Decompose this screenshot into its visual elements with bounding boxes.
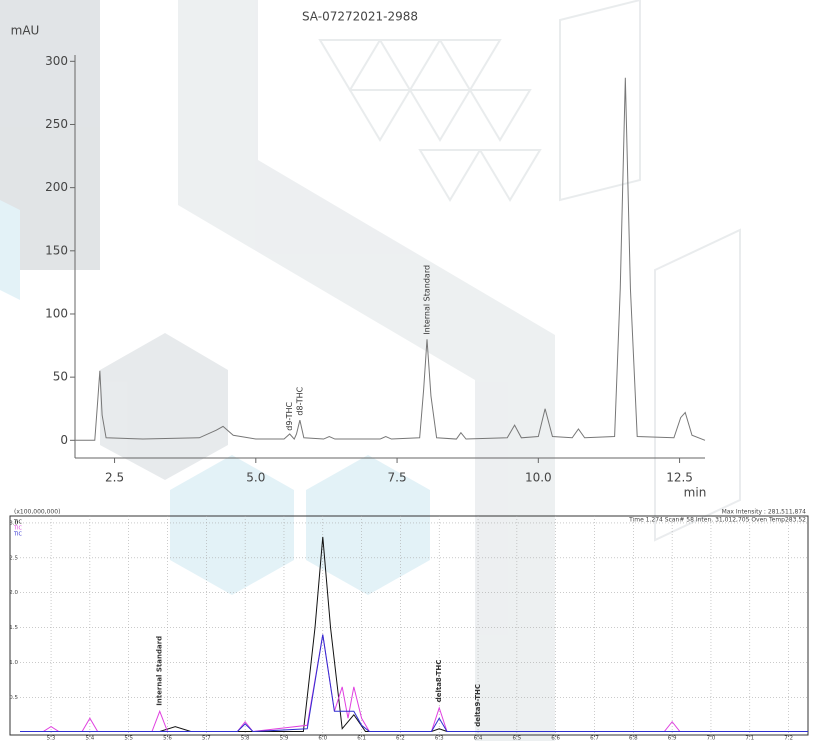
- x-tick-label: 6.8: [629, 736, 638, 741]
- x-tick-label: 5.7: [202, 736, 211, 741]
- y-tick-label: 2.5: [9, 555, 18, 561]
- peak-label: Internal Standard: [156, 636, 164, 706]
- max-intensity: Max Intensity : 281,511,874: [722, 509, 807, 516]
- x-tick-label: 5.4: [85, 736, 94, 741]
- peak-label: d8-THC: [295, 386, 304, 415]
- x-tick-label: 6.9: [668, 736, 677, 741]
- status-line: Time 1.274 Scan# 58 Inten. 31,012,705 Ov…: [628, 517, 806, 524]
- bottom-chart: (x100,000,000) Max Intensity : 281,511,8…: [9, 509, 809, 736]
- y-tick-label: 2.0: [9, 590, 18, 596]
- peak-label: delta9-THC: [474, 684, 482, 727]
- y-tick-label: 1.5: [9, 625, 18, 631]
- y-tick-label: 300: [45, 54, 68, 68]
- x-tick-label: 7.1: [745, 736, 754, 741]
- x-tick-label: 7.0: [707, 736, 716, 741]
- x-tick-label: 12.5: [666, 471, 693, 485]
- x-tick-label: 6.2: [396, 736, 405, 741]
- y-tick-label: 150: [45, 243, 68, 257]
- peak-label: d9-THC: [285, 402, 294, 431]
- y-tick-label: 3.0: [9, 520, 18, 526]
- y-tick-label: 250: [45, 117, 68, 131]
- plot-frame: [9, 515, 809, 736]
- x-tick-label: 6.4: [474, 736, 483, 741]
- x-tick-label: 5.8: [241, 736, 250, 741]
- x-tick-label: 6.3: [435, 736, 444, 741]
- x-tick-label: 2.5: [105, 471, 124, 485]
- series-line: [20, 634, 808, 733]
- x-tick-label: 6.7: [590, 736, 599, 741]
- x-tick-label: 10.0: [525, 471, 552, 485]
- x-tick-label: 6.5: [512, 736, 521, 741]
- y-tick-label: 0.5: [9, 695, 18, 701]
- series-line: [20, 536, 808, 733]
- legend-entry: TIC: [13, 526, 23, 532]
- y-tick-label: 1.0: [9, 660, 18, 666]
- x-tick-label: 5.3: [47, 736, 56, 741]
- x-tick-label: 6.6: [551, 736, 560, 741]
- x-tick-label: 6.1: [357, 736, 366, 741]
- y-tick-label: 50: [53, 370, 68, 384]
- peak-label: Internal Standard: [423, 265, 432, 335]
- series-line: [20, 634, 808, 733]
- chart-title: SA-07272021-2988: [302, 10, 418, 24]
- x-tick-label: 7.5: [388, 471, 407, 485]
- x-tick-label: 5.5: [124, 736, 133, 741]
- y-tick-label: 0: [60, 433, 68, 447]
- legend-entry: TIC: [13, 532, 23, 538]
- background-decoration: [0, 0, 741, 741]
- y-unit: mAU: [11, 24, 40, 38]
- top-chart: SA-07272021-2988 mAU min: [11, 10, 707, 500]
- legend-entry: TIC: [13, 520, 23, 526]
- x-tick-label: 5.9: [280, 736, 289, 741]
- x-tick-label: 7.2: [784, 736, 793, 741]
- peak-label: delta8-THC: [435, 660, 443, 703]
- scale-label: (x100,000,000): [14, 509, 60, 516]
- y-tick-label: 100: [45, 306, 68, 320]
- x-unit: min: [684, 486, 707, 500]
- x-tick-label: 5.0: [246, 471, 265, 485]
- series-line: [75, 77, 706, 441]
- x-tick-label: 6.0: [318, 736, 327, 741]
- x-tick-label: 5.6: [163, 736, 172, 741]
- y-tick-label: 200: [45, 180, 68, 194]
